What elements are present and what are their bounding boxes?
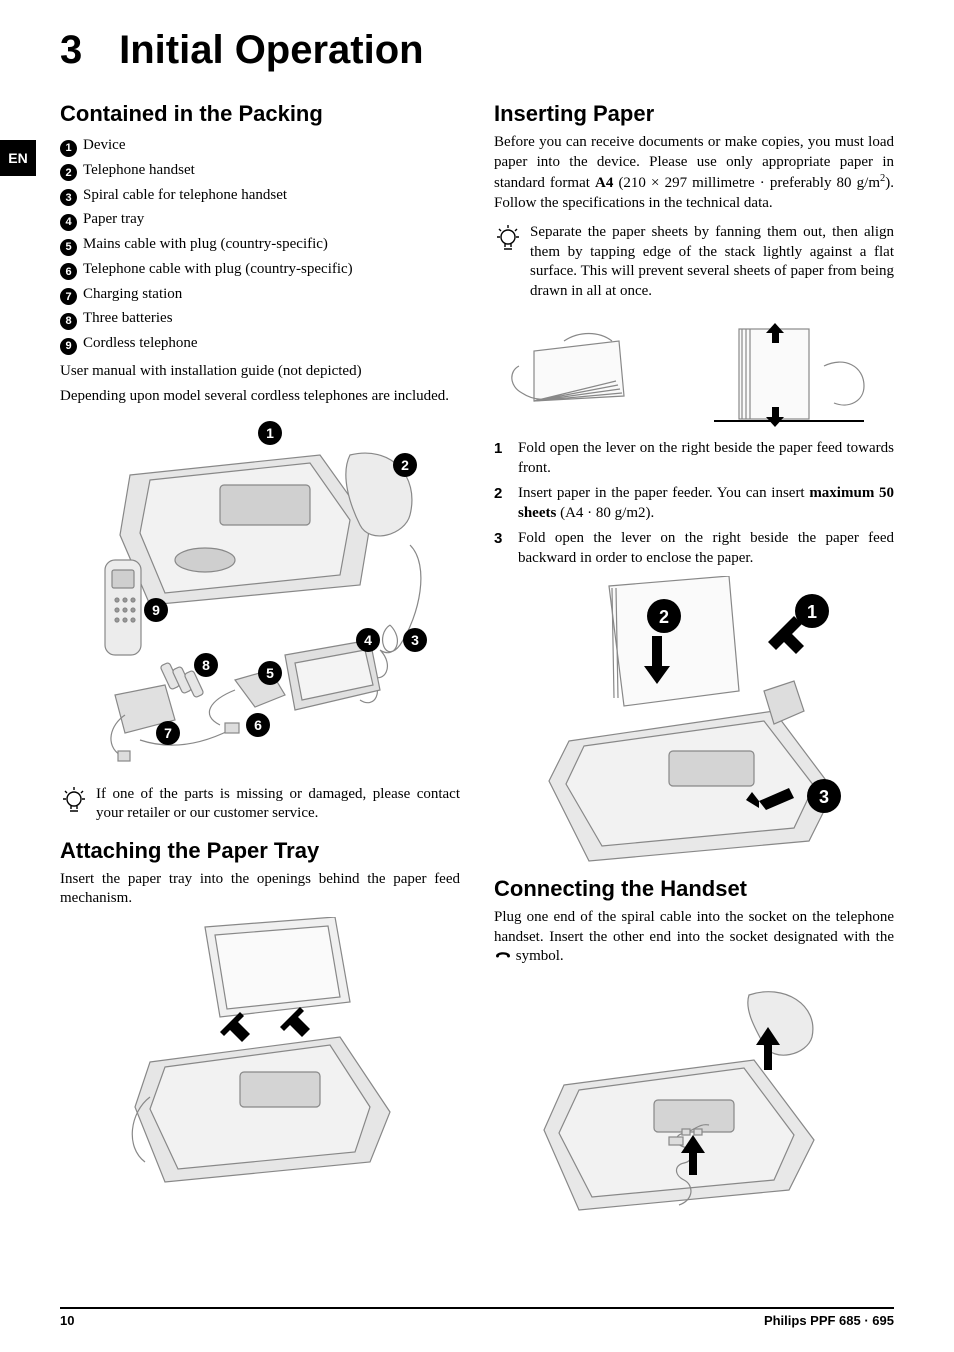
packing-contents-illustration: 1 2 3 4 5 6 7 8 9 (60, 415, 460, 775)
section-insert-heading: Inserting Paper (494, 101, 894, 127)
tray-illustration (60, 917, 460, 1187)
insert-intro-mid: (210 × 297 millimetre · preferably 80 g/… (613, 175, 880, 191)
list-bullet-icon: 1 (60, 140, 77, 157)
list-bullet-icon: 6 (60, 263, 77, 280)
svg-text:4: 4 (364, 632, 372, 648)
svg-text:3: 3 (411, 632, 419, 648)
document-id: Philips PPF 685 · 695 (764, 1313, 894, 1328)
packing-list-item: 2 Telephone handset (60, 158, 460, 183)
step-item: 2 Insert paper in the paper feeder. You c… (494, 484, 894, 523)
packing-list-item: 6 Telephone cable with plug (country-spec… (60, 257, 460, 282)
list-bullet-icon: 9 (60, 338, 77, 355)
svg-text:3: 3 (819, 787, 829, 807)
right-column: Inserting Paper Before you can receive d… (494, 101, 894, 1233)
page-footer: 10 Philips PPF 685 · 695 (60, 1307, 894, 1328)
packing-note-manual: User manual with installation guide (not… (60, 362, 460, 382)
packing-list-item: 7 Charging station (60, 282, 460, 307)
list-bullet-icon: 5 (60, 239, 77, 256)
packing-item-label: Mains cable with plug (country-specific) (83, 232, 328, 257)
lightbulb-icon (494, 223, 522, 301)
lightbulb-icon (60, 785, 88, 824)
packing-item-label: Device (83, 133, 125, 158)
step-text: Insert paper in the paper feeder. You ca… (518, 484, 894, 523)
step-item: 1 Fold open the lever on the right beside… (494, 439, 894, 478)
step-number: 3 (494, 529, 508, 568)
paper-feed-illustration: 1 2 3 (494, 576, 894, 866)
tray-text: Insert the paper tray into the openings … (60, 870, 460, 909)
packing-list-item: 9 Cordless telephone (60, 331, 460, 356)
packing-list: 1 Device 2 Telephone handset 3 Spiral cable f… (60, 133, 460, 356)
list-bullet-icon: 4 (60, 214, 77, 231)
page-number: 10 (60, 1313, 74, 1328)
handset-connect-illustration (494, 975, 894, 1225)
packing-item-label: Telephone handset (83, 158, 195, 183)
packing-item-label: Spiral cable for telephone handset (83, 183, 287, 208)
packing-list-item: 4 Paper tray (60, 207, 460, 232)
svg-text:5: 5 (266, 665, 274, 681)
handset-text-post: symbol. (512, 948, 564, 964)
packing-item-label: Charging station (83, 282, 182, 307)
packing-list-item: 3 Spiral cable for telephone handset (60, 183, 460, 208)
missing-part-note: If one of the parts is missing or damage… (60, 785, 460, 824)
section-packing-heading: Contained in the Packing (60, 101, 460, 127)
handset-symbol-icon (494, 947, 512, 967)
packing-list-item: 5 Mains cable with plug (country-specific… (60, 232, 460, 257)
packing-item-label: Cordless telephone (83, 331, 198, 356)
list-bullet-icon: 3 (60, 189, 77, 206)
insert-paper-steps: 1 Fold open the lever on the right beside… (494, 439, 894, 568)
step-item: 3 Fold open the lever on the right beside… (494, 529, 894, 568)
svg-text:9: 9 (152, 602, 160, 618)
packing-item-label: Three batteries (83, 306, 173, 331)
left-column: Contained in the Packing 1 Device 2 Telepho… (60, 101, 460, 1233)
insert-intro-bold: A4 (595, 175, 613, 191)
handset-text-pre: Plug one end of the spiral cable into th… (494, 909, 894, 945)
packing-item-label: Paper tray (83, 207, 144, 232)
step-text: Fold open the lever on the right beside … (518, 439, 894, 478)
packing-item-label: Telephone cable with plug (country-speci… (83, 257, 353, 282)
svg-text:7: 7 (164, 725, 172, 741)
list-bullet-icon: 2 (60, 164, 77, 181)
fan-paper-illustration (494, 311, 894, 431)
svg-text:1: 1 (807, 602, 817, 622)
svg-text:1: 1 (266, 425, 274, 441)
insert-intro: Before you can receive documents or make… (494, 133, 894, 213)
step-text: Fold open the lever on the right beside … (518, 529, 894, 568)
packing-note-model: Depending upon model several cordless te… (60, 387, 460, 407)
svg-text:8: 8 (202, 657, 210, 673)
fan-paper-text: Separate the paper sheets by fanning the… (530, 223, 894, 301)
list-bullet-icon: 7 (60, 288, 77, 305)
chapter-heading: 3 Initial Operation (60, 28, 894, 73)
svg-text:2: 2 (659, 607, 669, 627)
packing-list-item: 1 Device (60, 133, 460, 158)
handset-text: Plug one end of the spiral cable into th… (494, 908, 894, 967)
list-bullet-icon: 8 (60, 313, 77, 330)
chapter-number: 3 (60, 28, 108, 73)
step-number: 1 (494, 439, 508, 478)
section-tray-heading: Attaching the Paper Tray (60, 838, 460, 864)
step-number: 2 (494, 484, 508, 523)
packing-list-item: 8 Three batteries (60, 306, 460, 331)
missing-part-text: If one of the parts is missing or damage… (96, 785, 460, 824)
language-tab: EN (0, 140, 36, 176)
svg-text:2: 2 (401, 457, 409, 473)
chapter-title: Initial Operation (119, 28, 423, 72)
svg-text:6: 6 (254, 717, 262, 733)
section-handset-heading: Connecting the Handset (494, 876, 894, 902)
fan-paper-note: Separate the paper sheets by fanning the… (494, 223, 894, 301)
